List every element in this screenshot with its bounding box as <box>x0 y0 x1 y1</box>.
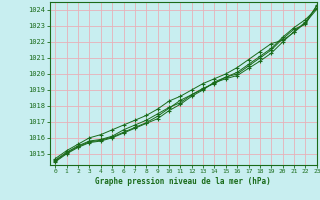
X-axis label: Graphe pression niveau de la mer (hPa): Graphe pression niveau de la mer (hPa) <box>95 177 271 186</box>
